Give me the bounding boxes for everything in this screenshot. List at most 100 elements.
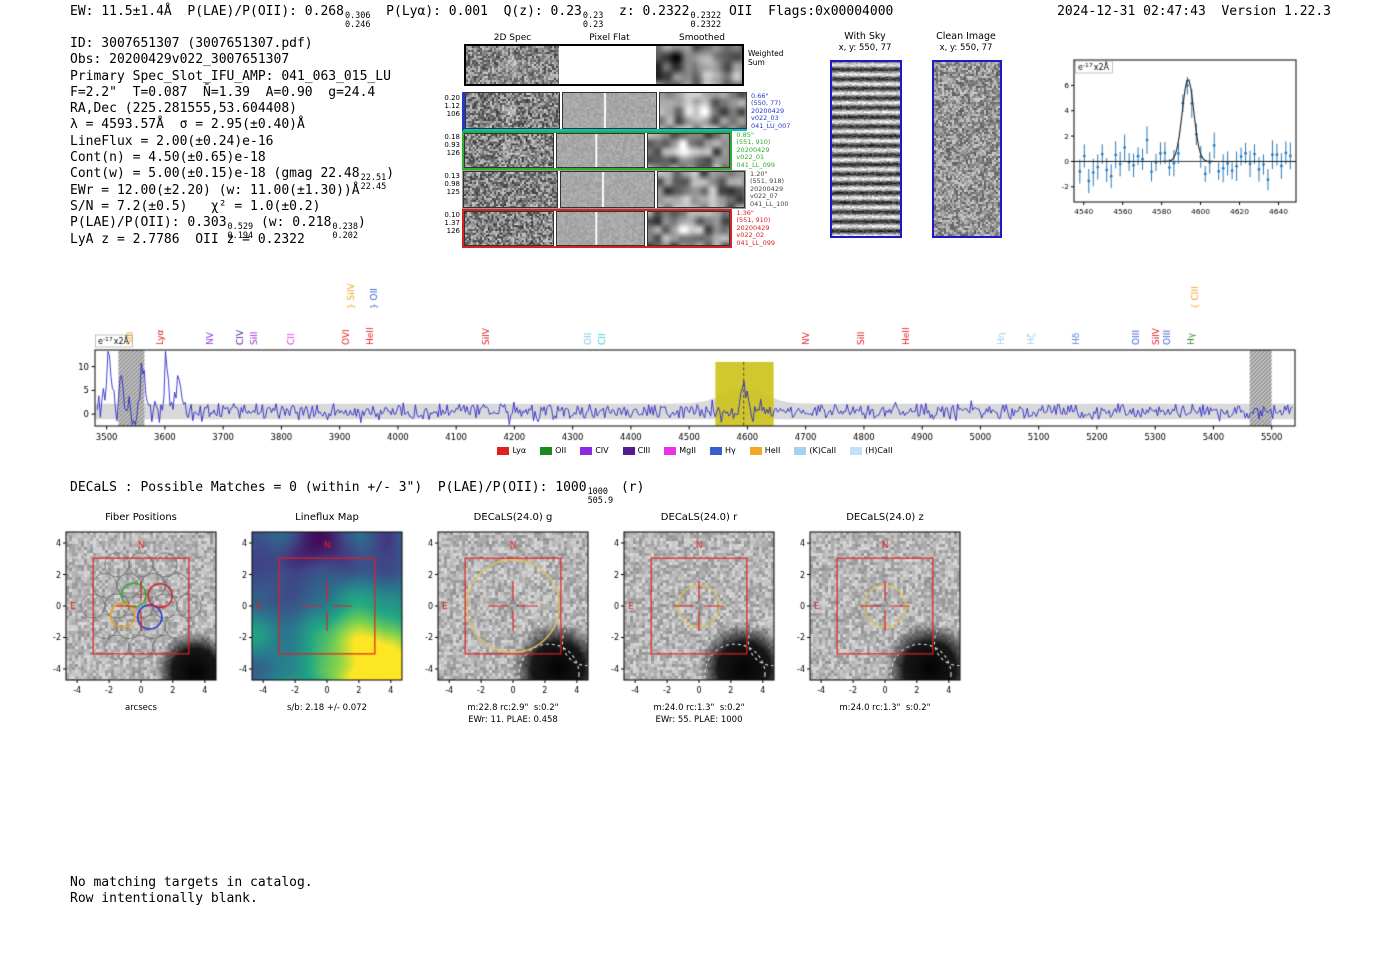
fiber-annotation-line: 20200429 <box>736 223 770 232</box>
header-summary-sup: 0.23 <box>582 11 604 21</box>
fiber-weight: 1.12 <box>444 102 460 110</box>
info-line-9-sup: 22.51 <box>360 173 387 184</box>
fiber-row-2: 0.18 0.93 126 0.85" (551, 910) 20200429 v022_0… <box>438 131 809 170</box>
cutout-title-4: DECaLS(24.0) r <box>660 512 738 523</box>
fiber-row-strip <box>462 170 746 209</box>
legend-item-OII: OII <box>540 446 566 455</box>
fiber-pixelflat-image <box>555 133 646 168</box>
full-spectrum-plot <box>70 263 1315 459</box>
line-fit-plot <box>1044 52 1302 222</box>
clean-image-title: Clean Image x, y: 550, 77 <box>917 31 1015 54</box>
legend-label: CIV <box>595 446 609 455</box>
fiber-row-annotation: 0.85" (551, 910) 20200429 v022_01 041_LL_099 <box>732 131 794 170</box>
col-title-2dspec: 2D Spec <box>493 33 532 43</box>
decals-matches-line: DECaLS : Possible Matches = 0 (within +/… <box>70 480 644 506</box>
clean-image-coords: x, y: 550, 77 <box>939 43 993 54</box>
fiber-row-annotation: 1.20" (551, 918) 20200429 v022_07 041_LL_100 <box>746 170 808 209</box>
fiber-weight: 1.37 <box>444 219 460 227</box>
cutout-canvas-lineflux-map <box>222 526 408 702</box>
detection-info-block: ID: 3007651307 (3007651307.pdf) Obs: 2020… <box>70 36 394 248</box>
info-line-7-text: LineFlux = 2.00(±0.24)e-16 <box>70 133 274 149</box>
fiber-annotation-line: 041_LU_007 <box>751 121 791 130</box>
info-line-12-text: (w: 0.218 <box>253 215 332 231</box>
cutout-canvas-fiber-positions <box>36 526 222 702</box>
info-line-2: Obs: 20200429v022_3007651307 <box>70 52 394 68</box>
legend-swatch <box>664 446 677 455</box>
fiber-row-strip <box>462 92 747 131</box>
fiber-2dspec-image <box>463 171 558 208</box>
info-line-12: P(LAE)/P(OII): 0.303 0.529 0.194 (w: 0.218… <box>70 215 394 240</box>
info-line-6: λ = 4593.57Å σ = 2.95(±0.40)Å <box>70 117 394 133</box>
legend-label: (K)CaII <box>809 446 837 455</box>
legend-label: OII <box>555 446 567 455</box>
fiber-annotation-line: 041_LL_099 <box>736 160 775 169</box>
header-summary-supsub: 0.2322 0.2322 <box>690 12 721 30</box>
fiber-annotation-line: 1.36" <box>736 209 754 217</box>
cutout-caption: EWr: 55. PLAE: 1000 <box>655 715 743 725</box>
info-line-3: Primary Spec_Slot_IFU_AMP: 041_063_015_L… <box>70 69 394 85</box>
legend-label: Hγ <box>724 446 736 455</box>
legend-label: MgII <box>679 446 696 455</box>
info-line-9-text: ) <box>386 166 395 182</box>
header-summary-sub: 0.23 <box>582 19 604 30</box>
cutout-caption: m:24.0 rc:1.3" s:0.2" <box>839 703 931 713</box>
info-line-12-text: P(LAE)/P(OII): 0.303 <box>70 215 227 231</box>
col-title-pixelflat: Pixel Flat <box>589 33 630 43</box>
header-summary-text: OII Flags:0x00004000 <box>721 4 894 19</box>
fiber-annotation-line: 20200429 <box>736 145 770 154</box>
info-line-12-supsub: 0.529 0.194 <box>228 223 254 241</box>
decals-line-supsub: 1000 505.9 <box>588 488 614 506</box>
fiber-weight: 0.98 <box>444 180 460 188</box>
info-line-13: LyA z = 2.7786 OII z = 0.2322 <box>70 232 394 248</box>
cutout-captions-2: s/b: 2.18 +/- 0.072 <box>234 702 420 714</box>
cutout-captions-5: m:24.0 rc:1.3" s:0.2" <box>792 702 978 714</box>
header-summary-text: P(Lyα): 0.001 Q(z): 0.23 <box>370 4 582 19</box>
fiber-annotation-line: (551, 910) <box>736 216 771 225</box>
cutout-caption: EWr: 11. PLAE: 0.458 <box>468 715 558 725</box>
fiber-2dspec-image <box>464 133 554 168</box>
fiber-weight: 125 <box>446 188 460 196</box>
info-line-5-text: RA,Dec (225.281555,53.604408) <box>70 101 297 117</box>
cutout-title-2: Lineflux Map <box>295 512 359 523</box>
header-summary-supsub: 0.23 0.23 <box>583 12 603 30</box>
weighted-sum-label-line1: Weighted <box>748 49 784 58</box>
fiber-pixelflat-image <box>562 92 657 129</box>
info-line-6-text: λ = 4593.57Å σ = 2.95(±0.40)Å <box>70 117 305 133</box>
legend-swatch <box>794 446 807 455</box>
legend-item-CIV: CIV <box>580 446 609 455</box>
cutout-canvas-decals-24-0-z <box>780 526 966 702</box>
weighted-sum-smoothed-image <box>656 46 742 84</box>
info-line-11: S/N = 7.2(±0.5) χ² = 1.0(±0.2) <box>70 199 394 215</box>
fiber-row-1: 0.20 1.12 106 0.66" (550, 77) 20200429 v022_03… <box>438 92 809 131</box>
weighted-sum-label: Weighted Sum <box>748 49 784 67</box>
header-summary-sup: 0.2322 <box>690 11 722 21</box>
cutout-canvas-decals-24-0-r <box>594 526 780 702</box>
header-timestamp: 2024-12-31 02:47:43 Version 1.22.3 <box>1057 4 1331 19</box>
info-line-5: RA,Dec (225.281555,53.604408) <box>70 101 394 117</box>
cutout-caption: m:22.8 rc:2.9" s:0.2" <box>467 703 559 713</box>
legend-label: Lyα <box>512 446 527 455</box>
cutout-caption: m:24.0 rc:1.3" s:0.2" <box>653 703 745 713</box>
info-line-12-text: ) <box>358 215 366 231</box>
fiber-row-strip <box>462 131 733 170</box>
fiber-smoothed-image <box>647 133 731 168</box>
fiber-pixelflat-image <box>555 211 646 246</box>
info-line-2-text: Obs: 20200429v022_3007651307 <box>70 52 290 68</box>
clean-image-title-text: Clean Image <box>936 31 996 42</box>
fiber-row-3: 0.13 0.98 125 1.20" (551, 918) 20200429 v022_0… <box>438 170 809 209</box>
decals-line-text: (r) <box>613 480 645 495</box>
header-summary-sub: 0.2322 <box>690 19 722 30</box>
info-line-12-sup: 0.238 <box>332 222 359 233</box>
weighted-sum-2dspec-image <box>466 46 559 84</box>
fiber-annotation-line: v022_03 <box>751 114 779 123</box>
decals-line-sub: 505.9 <box>587 495 614 506</box>
legend-swatch <box>580 446 593 455</box>
info-line-10-text: EWr = 12.00(±2.20) (w: 11.00(±1.30))Å <box>70 182 360 198</box>
fiber-annotation-line: (550, 77) <box>751 99 781 108</box>
cutout-title-3: DECaLS(24.0) g <box>473 512 553 523</box>
info-line-12-sup: 0.529 <box>227 222 254 233</box>
legend-swatch <box>749 446 762 455</box>
fiber-annotation-line: 041_LL_099 <box>736 238 775 247</box>
decals-line-text: DECaLS : Possible Matches = 0 (within +/… <box>70 480 587 495</box>
